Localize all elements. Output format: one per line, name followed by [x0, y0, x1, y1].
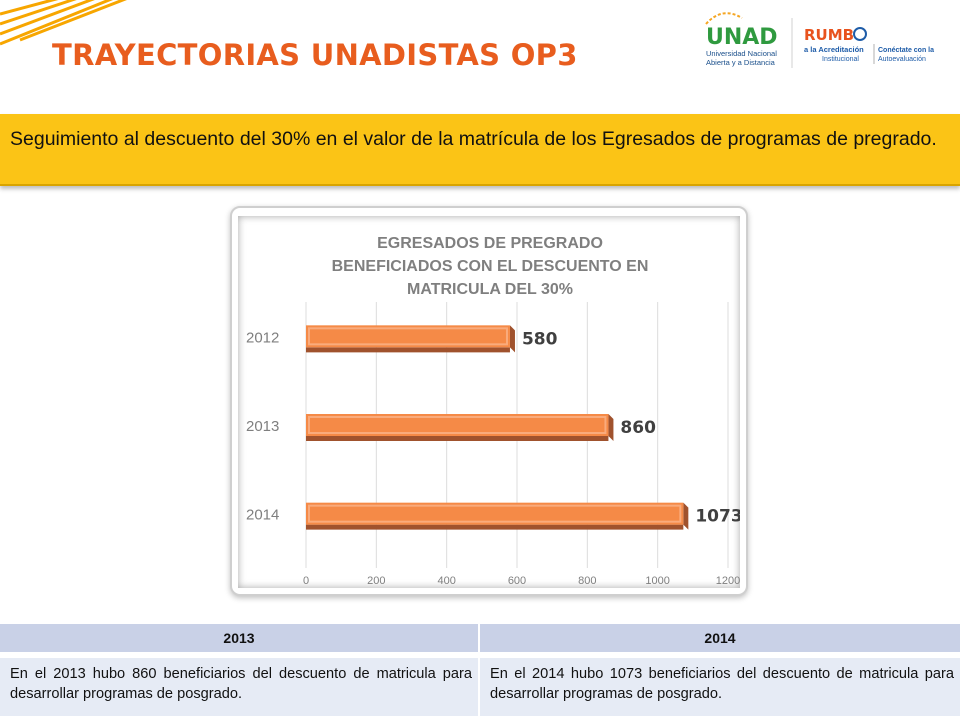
summary-table: 2013 2014 En el 2013 hubo 860 beneficiar…	[0, 624, 960, 716]
x-tick-label: 1200	[716, 575, 740, 587]
unad-logo-mark: UNAD	[706, 25, 778, 50]
corner-decoration	[0, 0, 127, 46]
chart-panel: EGRESADOS DE PREGRADO BENEFICIADOS CON EL…	[238, 216, 740, 588]
unad-logo: UNAD Universidad Nacional Abierta y a Di…	[705, 12, 778, 67]
category-label: 2012	[246, 329, 279, 346]
bar	[306, 414, 609, 436]
unad-logo-line2: Abierta y a Distancia	[706, 58, 776, 67]
chart-title-line: MATRICULA DEL 30%	[407, 281, 573, 298]
bar-side-face	[683, 502, 689, 530]
bar-value-label: 1073	[695, 507, 740, 527]
x-tick-label: 600	[508, 575, 526, 587]
bar-bevel	[308, 327, 508, 346]
chart-title-line: BENEFICIADOS CON EL DESCUENTO EN	[332, 258, 649, 275]
x-tick-label: 800	[578, 575, 596, 587]
chart-frame: EGRESADOS DE PREGRADO BENEFICIADOS CON EL…	[230, 206, 748, 596]
bar-side-face	[608, 414, 614, 441]
subtitle-banner: Seguimiento al descuento del 30% en el v…	[0, 114, 960, 186]
slide-title: TRAYECTORIAS UNADISTAS OP3	[52, 38, 578, 72]
bar-side-face	[509, 325, 515, 353]
bar-bottom-face	[306, 347, 510, 353]
table-cell-2013: En el 2013 hubo 860 beneficiarios del de…	[0, 658, 480, 716]
unad-logo-line1: Universidad Nacional	[706, 49, 777, 58]
x-tick-label: 1000	[645, 575, 669, 587]
category-label: 2013	[246, 418, 279, 435]
bar-bevel	[308, 504, 682, 523]
bar-value-label: 860	[620, 418, 656, 438]
subtitle-text: Seguimiento al descuento del 30% en el v…	[10, 128, 937, 150]
bar-bottom-face	[306, 436, 609, 441]
table-header-2014: 2014	[480, 624, 960, 658]
rumbo-logo-mark: RUMB	[804, 26, 854, 44]
table-row: En el 2013 hubo 860 beneficiarios del de…	[0, 658, 960, 716]
unad-arc-icon	[705, 12, 743, 25]
x-tick-label: 400	[437, 575, 455, 587]
rumbo-side-line1: Conéctate con la	[878, 47, 934, 54]
rumbo-globe-icon	[853, 27, 867, 41]
bar-value-label: 580	[522, 329, 558, 349]
chart-title-line: EGRESADOS DE PREGRADO	[377, 235, 603, 252]
bar	[306, 325, 510, 348]
bar-bevel	[308, 416, 607, 434]
corner-stripes-icon	[0, 0, 127, 46]
table-header-row: 2013 2014	[0, 624, 960, 658]
rumbo-logo: RUMB a la Acreditación Institucional Con…	[804, 26, 934, 64]
table-header-2013: 2013	[0, 624, 480, 658]
x-tick-label: 200	[367, 575, 385, 587]
table-cell-2014: En el 2014 hubo 1073 beneficiarios del d…	[480, 658, 960, 716]
bar-bottom-face	[306, 524, 684, 530]
institution-logos: UNAD Universidad Nacional Abierta y a Di…	[705, 12, 934, 68]
category-label: 2014	[246, 507, 279, 524]
bar-chart: EGRESADOS DE PREGRADO BENEFICIADOS CON EL…	[246, 235, 740, 587]
rumbo-logo-line1: a la Acreditación	[804, 45, 864, 54]
x-tick-label: 0	[303, 575, 309, 587]
rumbo-logo-line2: Institucional	[822, 56, 859, 63]
rumbo-side-line2: Autoevaluación	[878, 56, 926, 63]
bar	[306, 502, 684, 525]
